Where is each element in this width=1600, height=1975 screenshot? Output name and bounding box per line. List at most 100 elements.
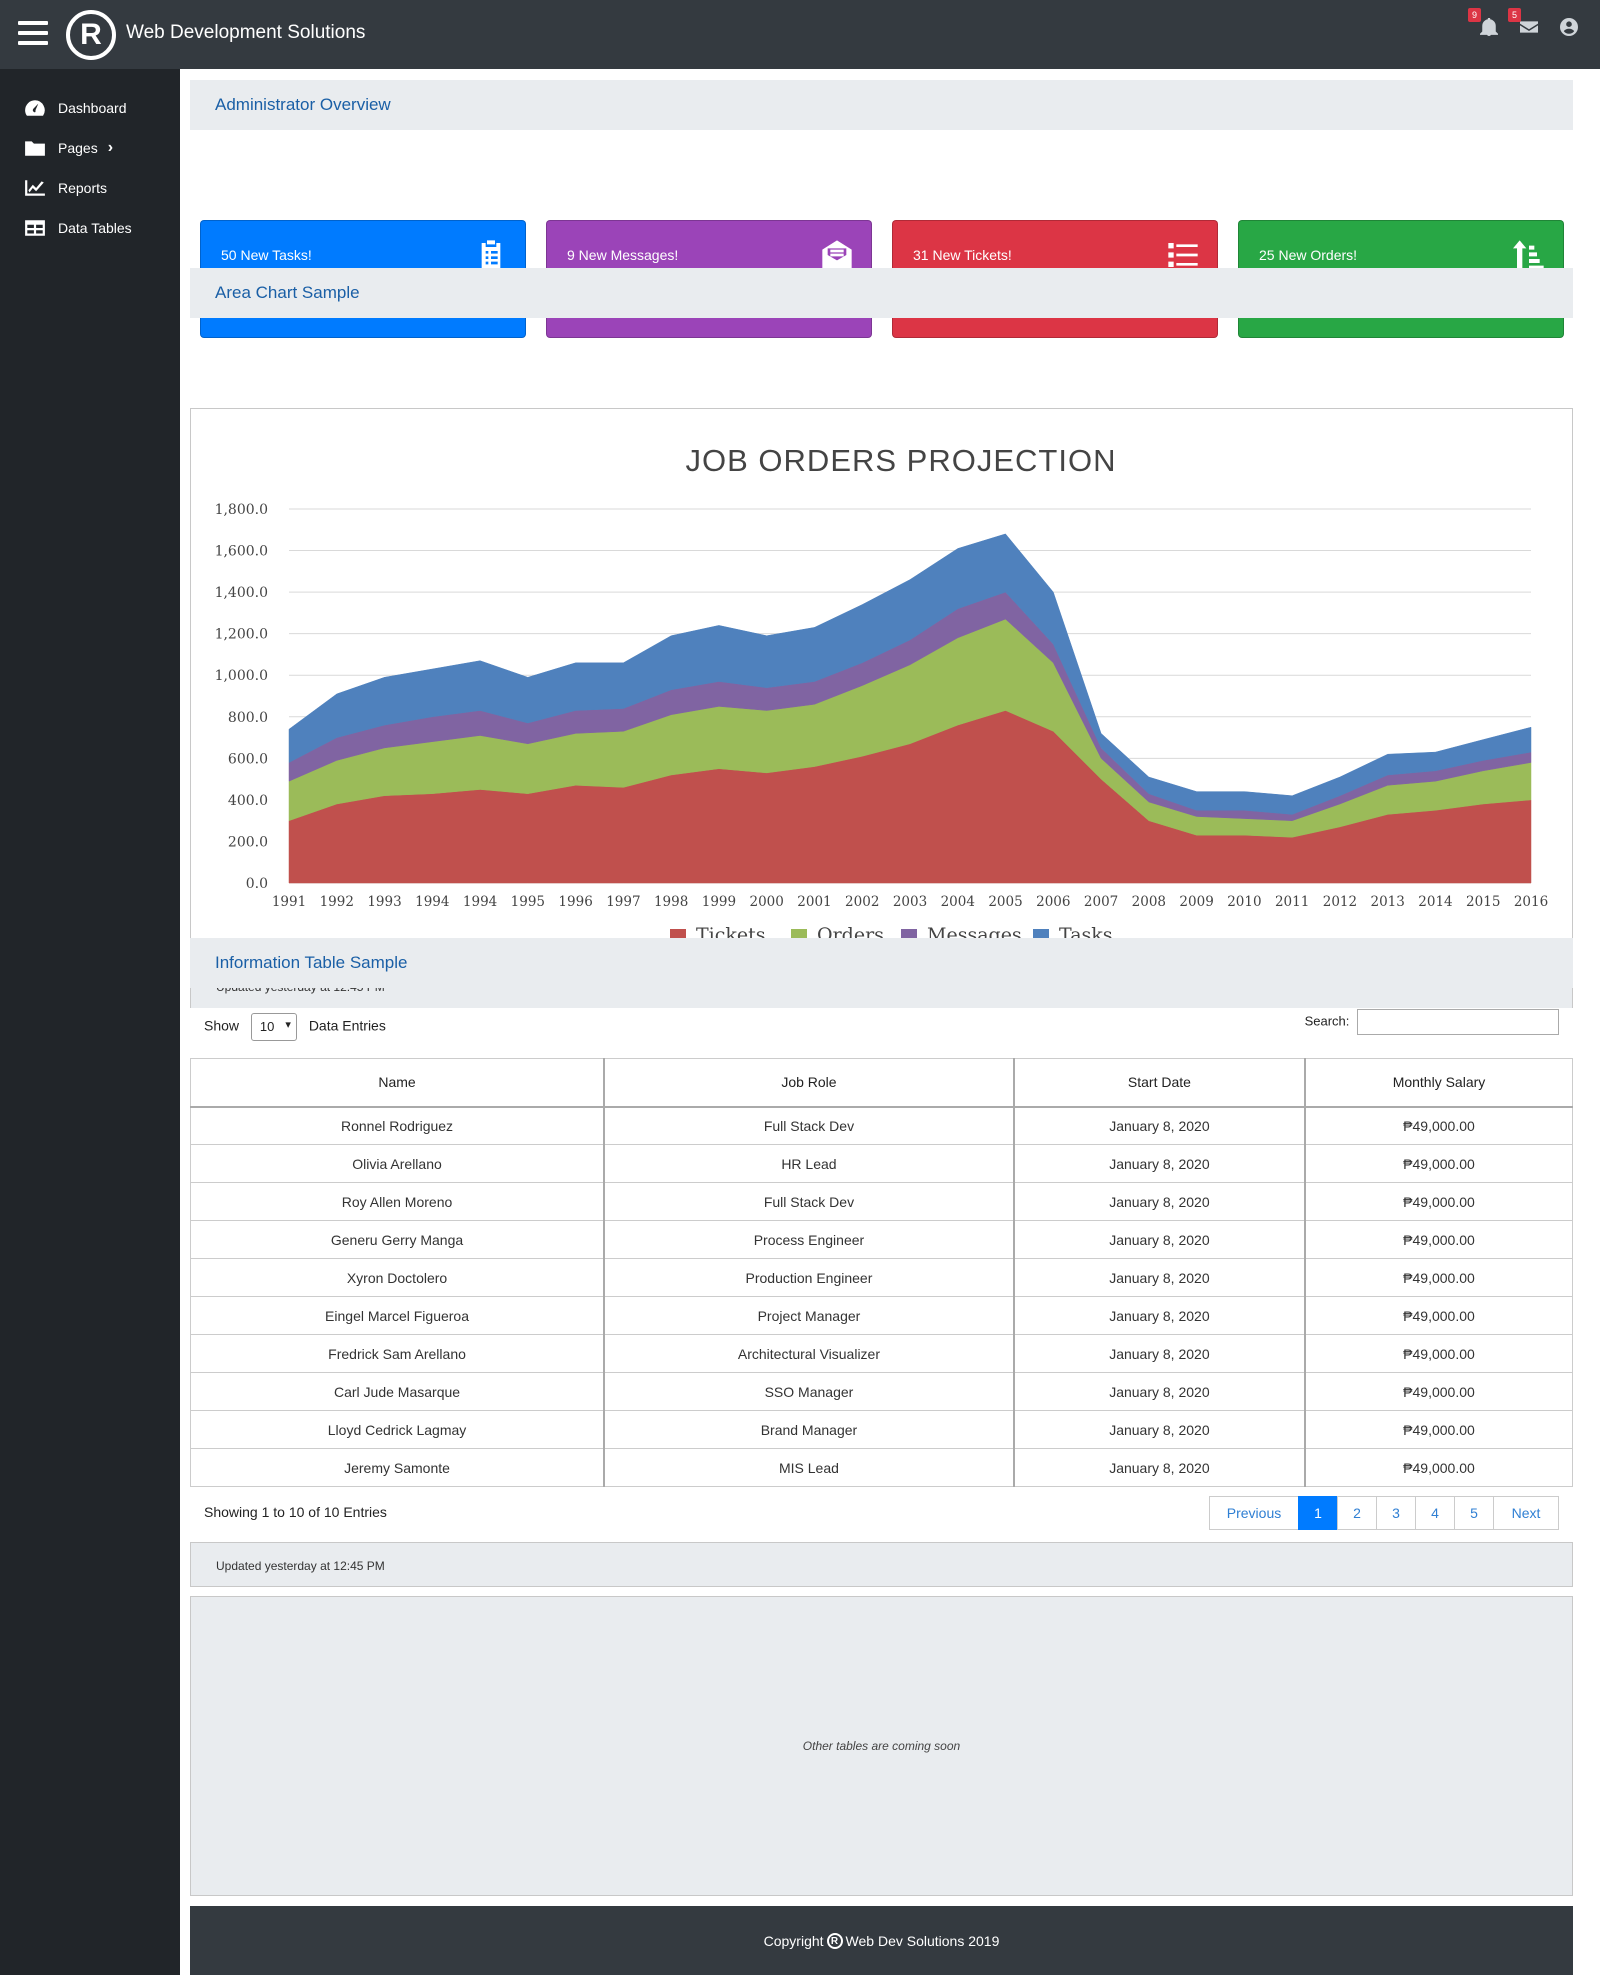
table-cell: Roy Allen Moreno — [190, 1182, 606, 1221]
table-cell: January 8, 2020 — [1013, 1144, 1306, 1183]
sidebar-item-label: Data Tables — [58, 220, 132, 236]
table-cell: ₱49,000.00 — [1304, 1372, 1573, 1411]
table-row: Olivia Arellano HR Lead January 8, 2020 ₱49… — [190, 1144, 1573, 1183]
table-cell: January 8, 2020 — [1013, 1296, 1306, 1335]
table-cell: ₱49,000.00 — [1304, 1448, 1573, 1487]
x-tick-label: 2009 — [1179, 894, 1213, 910]
column-header[interactable]: Start Date — [1013, 1058, 1306, 1108]
table-cell: January 8, 2020 — [1013, 1182, 1306, 1221]
table-cell: January 8, 2020 — [1013, 1410, 1306, 1449]
copyright-text: Copyright — [763, 1933, 824, 1949]
brand-title[interactable]: Web Development Solutions — [126, 22, 366, 43]
y-tick-label: 400.0 — [228, 793, 268, 809]
table-row: Roy Allen Moreno Full Stack Dev January 8,… — [190, 1182, 1573, 1221]
y-tick-label: 1,200.0 — [215, 627, 268, 643]
sidebar-item-pages[interactable]: Pages › — [24, 139, 113, 157]
table-cell: Ronnel Rodriguez — [190, 1106, 606, 1145]
sidebar-item-dashboard[interactable]: Dashboard — [24, 99, 127, 117]
search-input[interactable] — [1357, 1009, 1559, 1035]
column-header[interactable]: Job Role — [603, 1058, 1015, 1108]
show-label: Show — [204, 1017, 240, 1034]
area-chart: JOB ORDERS PROJECTION 0.0 200.0 400.0 600.0 8… — [215, 443, 1549, 946]
page-button[interactable]: 3 — [1376, 1496, 1416, 1530]
menu-icon[interactable] — [18, 21, 48, 45]
next-button[interactable]: Next — [1493, 1496, 1559, 1530]
y-tick-label: 1,000.0 — [215, 668, 268, 684]
x-tick-label: 1996 — [558, 894, 592, 910]
pagination: Previous 1 2 3 4 5 Next — [1209, 1496, 1559, 1530]
table-cell: January 8, 2020 — [1013, 1258, 1306, 1297]
x-tick-label: 2014 — [1418, 894, 1452, 910]
x-tick-label: 2002 — [845, 894, 879, 910]
search-control: Search: — [1305, 1009, 1559, 1035]
table-cell: January 8, 2020 — [1013, 1334, 1306, 1373]
table-cell: Olivia Arellano — [190, 1144, 606, 1183]
x-tick-label: 2007 — [1084, 894, 1118, 910]
x-tick-label: 2000 — [750, 894, 784, 910]
table-cell: ₱49,000.00 — [1304, 1258, 1573, 1297]
chevron-right-icon: › — [107, 139, 114, 156]
table-cell: January 8, 2020 — [1013, 1448, 1306, 1487]
x-tick-label: 1999 — [702, 894, 736, 910]
x-tick-label: 2013 — [1371, 894, 1405, 910]
sort-amount-up-icon — [1513, 239, 1545, 271]
placeholder-text: Other tables are coming soon — [802, 1739, 961, 1753]
table-cell: Fredrick Sam Arellano — [190, 1334, 606, 1373]
user-circle-icon[interactable] — [1560, 18, 1578, 36]
table-cell: January 8, 2020 — [1013, 1372, 1306, 1411]
sidebar-item-data-tables[interactable]: Data Tables — [24, 219, 132, 237]
sidebar-item-label: Dashboard — [58, 100, 127, 116]
table-row: Ronnel Rodriguez Full Stack Dev January 8,… — [190, 1106, 1573, 1145]
table-cell: Project Manager — [603, 1296, 1015, 1335]
area-series-tasks — [288, 533, 1532, 815]
table-cell: Architectural Visualizer — [603, 1334, 1015, 1373]
entries-select[interactable]: 10 — [250, 1013, 297, 1041]
x-tick-label: 1993 — [367, 894, 401, 910]
search-label: Search: — [1304, 1013, 1350, 1029]
x-tick-label: 2001 — [797, 894, 831, 910]
chart-header: Area Chart Sample — [190, 268, 1573, 318]
notifications-badge: 9 — [1468, 8, 1482, 22]
placeholder-panel: Other tables are coming soon — [190, 1596, 1573, 1896]
column-header[interactable]: Monthly Salary — [1304, 1058, 1573, 1108]
chart-panel: JOB ORDERS PROJECTION 0.0 200.0 400.0 600.0 8… — [190, 408, 1573, 1008]
chart-title: JOB ORDERS PROJECTION — [686, 443, 1117, 478]
y-tick-label: 800.0 — [228, 710, 268, 726]
y-tick-label: 0.0 — [246, 876, 268, 892]
y-tick-label: 1,800.0 — [215, 502, 268, 518]
table-cell: MIS Lead — [603, 1448, 1015, 1487]
brand-logo[interactable]: R — [66, 10, 116, 60]
y-tick-label: 200.0 — [228, 834, 268, 850]
table-row: Generu Gerry Manga Process Engineer Januar… — [190, 1220, 1573, 1259]
table-cell: ₱49,000.00 — [1304, 1182, 1573, 1221]
table-cell: Eingel Marcel Figueroa — [190, 1296, 606, 1335]
sidebar-item-reports[interactable]: Reports — [24, 179, 107, 197]
envelope-icon[interactable]: 5 — [1508, 8, 1538, 36]
x-tick-label: 2004 — [941, 894, 975, 910]
page-button[interactable]: 4 — [1415, 1496, 1455, 1530]
table-cell: Full Stack Dev — [603, 1106, 1015, 1145]
page-button[interactable]: 5 — [1454, 1496, 1494, 1530]
page-footer: Copyright R Web Dev Solutions 2019 — [190, 1906, 1573, 1975]
table-cell: ₱49,000.00 — [1304, 1220, 1573, 1259]
x-tick-label: 2011 — [1275, 894, 1309, 910]
bell-icon[interactable]: 9 — [1468, 8, 1498, 36]
table-cell: Xyron Doctolero — [190, 1258, 606, 1297]
page-button[interactable]: 2 — [1337, 1496, 1377, 1530]
x-tick-label: 2005 — [988, 894, 1022, 910]
x-tick-label: 2012 — [1323, 894, 1357, 910]
sidebar: Dashboard Pages › Reports Data Tables — [0, 69, 180, 1975]
table-cell: January 8, 2020 — [1013, 1220, 1306, 1259]
previous-button[interactable]: Previous — [1209, 1496, 1299, 1530]
x-tick-label: 2006 — [1036, 894, 1070, 910]
overview-header: Administrator Overview — [190, 80, 1573, 130]
page-button[interactable]: 1 — [1298, 1496, 1338, 1530]
info-table: Name Job Role Start Date Monthly Salary … — [190, 1058, 1573, 1487]
table-cell: ₱49,000.00 — [1304, 1410, 1573, 1449]
table-cell: Lloyd Cedrick Lagmay — [190, 1410, 606, 1449]
column-header[interactable]: Name — [190, 1058, 606, 1108]
x-tick-label: 1997 — [606, 894, 640, 910]
card-title: 9 New Messages! — [567, 247, 679, 263]
table-row: Lloyd Cedrick Lagmay Brand Manager January… — [190, 1410, 1573, 1449]
envelope-open-icon — [821, 239, 853, 271]
